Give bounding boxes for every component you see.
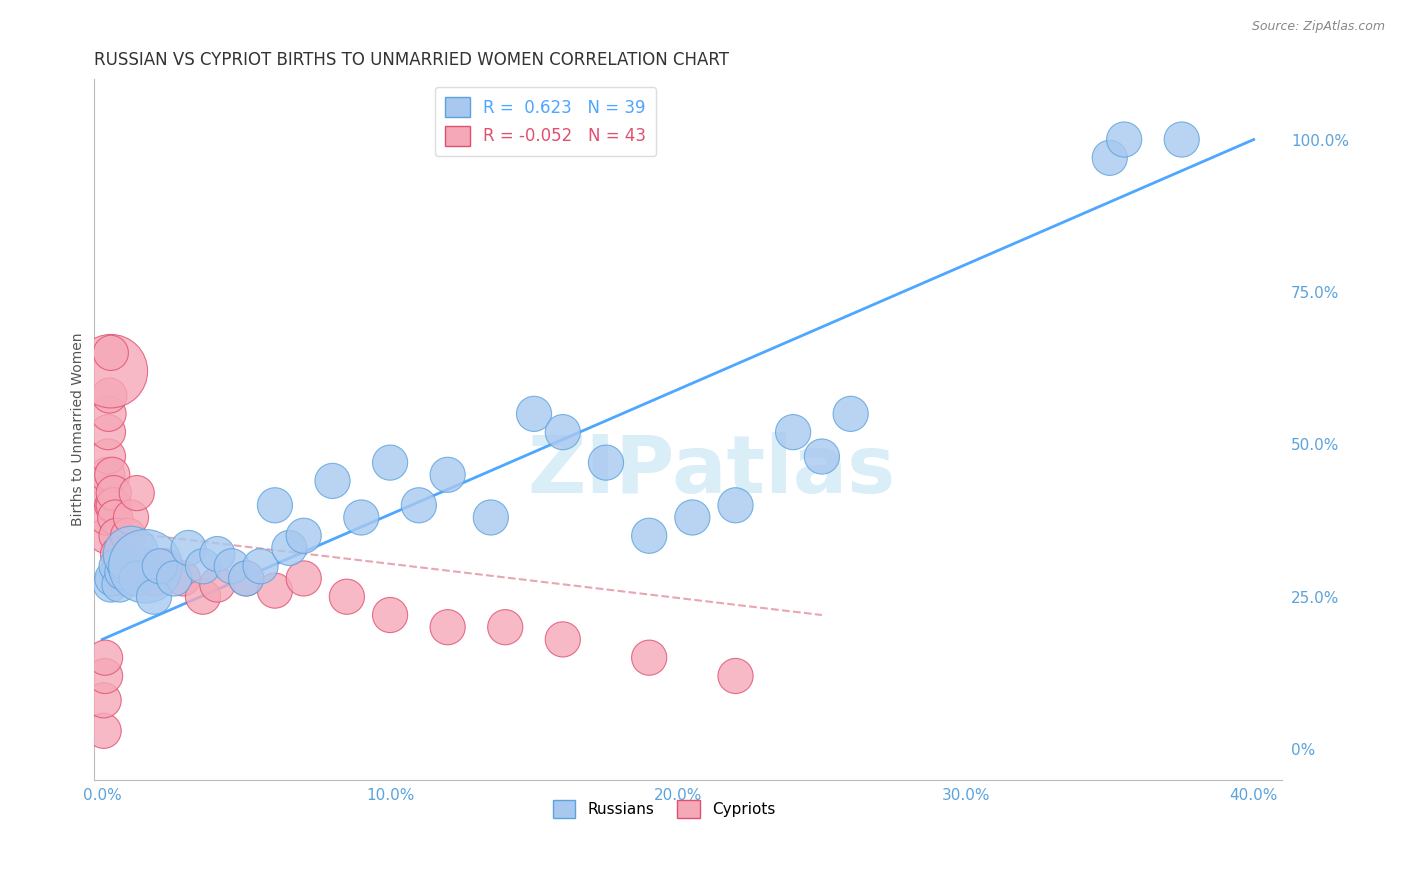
Point: [638, 650, 661, 665]
Point: [191, 590, 214, 604]
Point: [100, 364, 122, 378]
Point: [149, 559, 172, 574]
Point: [172, 571, 194, 585]
Legend: Russians, Cypriots: Russians, Cypriots: [547, 794, 782, 824]
Point: [350, 510, 373, 524]
Point: [724, 669, 747, 683]
Point: [100, 577, 122, 591]
Point: [436, 620, 458, 634]
Point: [839, 407, 862, 421]
Point: [114, 559, 136, 574]
Point: [207, 577, 229, 591]
Point: [97, 450, 120, 464]
Point: [249, 559, 271, 574]
Point: [523, 407, 546, 421]
Point: [96, 486, 118, 500]
Point: [105, 559, 128, 574]
Point: [101, 498, 124, 512]
Point: [125, 486, 148, 500]
Point: [264, 583, 287, 598]
Point: [101, 571, 124, 585]
Point: [235, 571, 257, 585]
Point: [96, 467, 118, 482]
Point: [264, 498, 287, 512]
Point: [378, 456, 401, 470]
Point: [595, 456, 617, 470]
Point: [681, 510, 703, 524]
Point: [143, 571, 166, 585]
Point: [104, 510, 127, 524]
Point: [103, 486, 125, 500]
Point: [336, 590, 359, 604]
Point: [177, 541, 200, 555]
Point: [155, 559, 177, 574]
Point: [100, 346, 122, 360]
Point: [436, 467, 458, 482]
Point: [1098, 151, 1121, 165]
Point: [98, 388, 121, 402]
Point: [191, 559, 214, 574]
Point: [97, 407, 120, 421]
Point: [811, 450, 834, 464]
Point: [235, 571, 257, 585]
Point: [278, 541, 301, 555]
Point: [1114, 132, 1136, 146]
Point: [292, 571, 315, 585]
Point: [107, 547, 129, 561]
Point: [103, 498, 125, 512]
Point: [108, 559, 131, 574]
Point: [408, 498, 430, 512]
Point: [638, 529, 661, 543]
Point: [724, 498, 747, 512]
Point: [321, 474, 343, 488]
Point: [221, 559, 243, 574]
Point: [551, 425, 574, 439]
Y-axis label: Births to Unmarried Women: Births to Unmarried Women: [72, 333, 86, 526]
Point: [97, 425, 120, 439]
Point: [143, 590, 166, 604]
Point: [117, 529, 139, 543]
Point: [94, 529, 117, 543]
Point: [111, 566, 134, 580]
Point: [114, 559, 136, 574]
Point: [494, 620, 516, 634]
Text: ZIPatlas: ZIPatlas: [527, 432, 896, 510]
Text: Source: ZipAtlas.com: Source: ZipAtlas.com: [1251, 20, 1385, 33]
Point: [134, 559, 156, 574]
Point: [134, 559, 156, 574]
Point: [782, 425, 804, 439]
Point: [125, 571, 148, 585]
Point: [101, 467, 124, 482]
Point: [96, 510, 118, 524]
Point: [1170, 132, 1192, 146]
Point: [120, 510, 142, 524]
Point: [120, 547, 142, 561]
Text: RUSSIAN VS CYPRIOT BIRTHS TO UNMARRIED WOMEN CORRELATION CHART: RUSSIAN VS CYPRIOT BIRTHS TO UNMARRIED W…: [94, 51, 728, 69]
Point: [111, 571, 134, 585]
Point: [479, 510, 502, 524]
Point: [108, 577, 131, 591]
Point: [292, 529, 315, 543]
Point: [207, 547, 229, 561]
Point: [378, 607, 401, 622]
Point: [94, 650, 117, 665]
Point: [94, 669, 117, 683]
Point: [93, 693, 115, 707]
Point: [93, 723, 115, 738]
Point: [105, 529, 128, 543]
Point: [163, 571, 186, 585]
Point: [551, 632, 574, 647]
